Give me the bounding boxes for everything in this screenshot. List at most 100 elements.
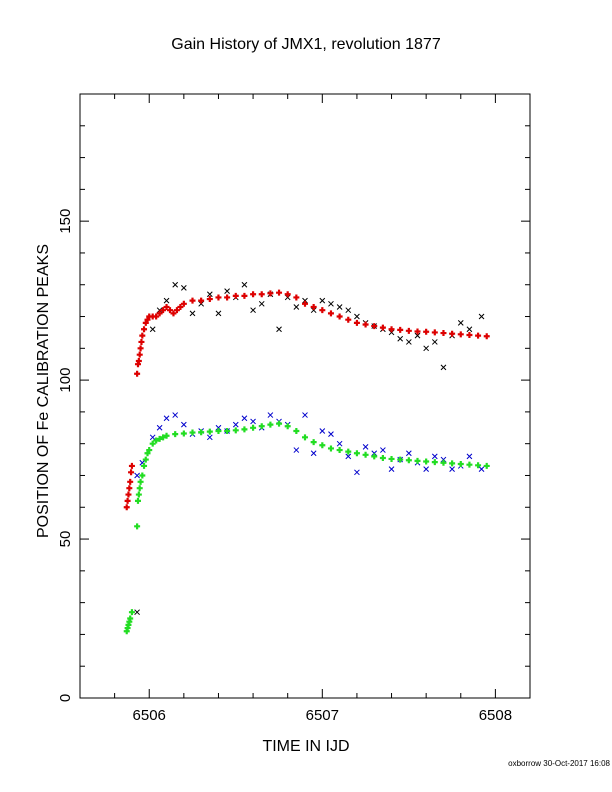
data-point	[258, 423, 265, 430]
data-point	[284, 423, 291, 430]
data-point	[327, 445, 334, 452]
data-point	[362, 451, 369, 458]
data-point	[319, 442, 326, 449]
data-point	[423, 345, 430, 352]
data-point	[250, 424, 257, 431]
data-point	[483, 333, 490, 340]
data-point	[250, 418, 256, 425]
series-2	[123, 289, 490, 511]
data-point	[284, 294, 291, 301]
data-point	[198, 300, 205, 307]
data-point	[362, 321, 369, 328]
data-point	[293, 304, 300, 310]
data-point	[431, 459, 438, 466]
data-point	[128, 609, 135, 616]
data-point	[336, 440, 343, 447]
x-tick-label: 6506	[133, 707, 166, 724]
data-point	[414, 328, 421, 335]
data-point	[126, 485, 133, 492]
data-point	[319, 297, 326, 304]
y-tick-label: 50	[57, 531, 74, 548]
data-point	[388, 466, 395, 472]
axis-ticks: 0 50 100 150 6506 6507 6508	[57, 93, 531, 724]
data-point	[189, 297, 196, 304]
plot-border	[79, 93, 531, 699]
data-point	[258, 291, 265, 298]
data-point	[232, 427, 239, 434]
data-point	[354, 469, 360, 476]
data-point	[224, 288, 230, 294]
series-3	[123, 420, 490, 635]
data-point	[135, 491, 142, 498]
data-point	[241, 415, 248, 422]
data-point	[224, 294, 231, 301]
data-point	[123, 504, 130, 511]
data-point	[156, 435, 163, 442]
data-point	[241, 292, 248, 299]
data-point	[319, 307, 326, 314]
data-point	[284, 291, 291, 298]
data-point	[127, 615, 134, 622]
data-point	[310, 307, 317, 314]
data-point	[345, 448, 352, 455]
data-point	[149, 434, 156, 441]
data-point	[134, 472, 140, 479]
data-point	[198, 297, 205, 304]
data-point	[142, 319, 149, 326]
data-point	[302, 434, 308, 441]
data-point	[397, 456, 404, 463]
data-point	[310, 439, 317, 446]
data-point	[206, 428, 213, 435]
data-point	[142, 456, 149, 463]
data-point	[293, 447, 300, 453]
data-point	[135, 358, 142, 365]
data-point	[172, 281, 179, 288]
data-point	[172, 431, 179, 438]
data-point	[141, 326, 148, 333]
data-point	[397, 335, 404, 342]
data-point	[267, 421, 274, 428]
footer-stamp: oxborrow 30-Oct-2017 16:08	[508, 759, 610, 768]
data-point	[293, 294, 300, 301]
series-0	[134, 281, 485, 616]
data-point	[136, 485, 143, 492]
y-tick-label: 100	[57, 368, 74, 393]
data-point	[440, 330, 447, 337]
data-point	[144, 316, 151, 323]
data-point	[137, 478, 144, 485]
data-point	[466, 326, 473, 333]
data-point	[215, 427, 222, 434]
plot-frame	[79, 93, 531, 699]
y-tick-label: 0	[57, 694, 74, 702]
data-point	[146, 447, 153, 454]
data-point	[134, 523, 141, 530]
data-point	[371, 450, 378, 457]
data-point	[127, 478, 134, 485]
data-point	[232, 421, 239, 428]
data-point	[466, 331, 473, 338]
data-point	[180, 285, 187, 291]
data-point	[160, 307, 167, 314]
data-point	[149, 440, 156, 447]
data-point	[170, 310, 177, 317]
data-point	[172, 412, 179, 418]
data-point	[258, 300, 265, 307]
data-point	[302, 412, 308, 418]
data-point	[397, 326, 404, 333]
data-point	[327, 310, 334, 317]
x-tick-label: 6508	[479, 707, 512, 724]
data-point	[478, 466, 485, 472]
data-point	[267, 412, 274, 418]
data-point	[128, 469, 135, 476]
data-point	[138, 338, 145, 345]
data-point	[180, 430, 187, 437]
data-point	[180, 421, 187, 428]
data-point	[198, 429, 205, 436]
data-point	[276, 289, 283, 296]
data-point	[276, 326, 282, 333]
data-point	[414, 457, 421, 464]
data-point	[206, 296, 213, 303]
data-point	[466, 453, 473, 460]
data-point	[379, 454, 386, 461]
